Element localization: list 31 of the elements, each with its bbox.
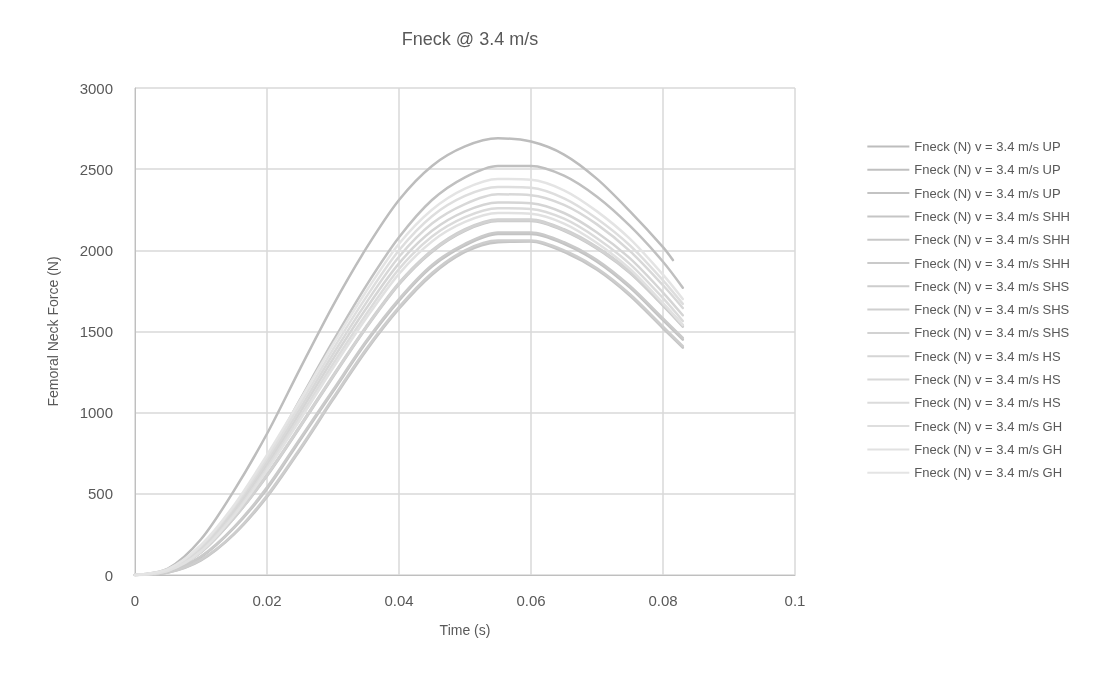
x-tick-label: 0.08 <box>648 592 678 609</box>
y-axis-title: Femoral Neck Force (N) <box>45 256 61 407</box>
legend-label: Fneck (N) v = 3.4 m/s HS <box>914 372 1061 387</box>
y-tick-label: 1500 <box>79 323 113 340</box>
legend-label: Fneck (N) v = 3.4 m/s GH <box>914 418 1063 434</box>
y-tick-label: 1000 <box>79 404 113 422</box>
chart-title: Fneck @ 3.4 m/s <box>401 29 539 49</box>
legend-label: Fneck (N) v = 3.4 m/s SHH <box>914 232 1070 248</box>
legend-label: Fneck (N) v = 3.4 m/s SHS <box>914 278 1070 294</box>
legend-label: Fneck (N) v = 3.4 m/s UP <box>914 162 1061 178</box>
x-tick-label: 0 <box>130 592 140 609</box>
legend-label: Fneck (N) v = 3.4 m/s SHH <box>914 255 1070 271</box>
x-tick-label: 0.06 <box>516 592 546 609</box>
y-tick-label: 500 <box>87 485 113 503</box>
legend-label: Fneck (N) v = 3.4 m/s GH <box>914 465 1063 481</box>
legend-label: Fneck (N) v = 3.4 m/s HS <box>914 348 1061 364</box>
y-tick-label: 3000 <box>79 79 113 97</box>
y-tick-label: 2000 <box>79 241 113 259</box>
legend-label: Fneck (N) v = 3.4 m/s SHH <box>914 208 1070 224</box>
y-tick-label: 0 <box>104 566 113 584</box>
legend-label: Fneck (N) v = 3.4 m/s HS <box>914 395 1061 411</box>
legend-label: Fneck (N) v = 3.4 m/s SHS <box>914 325 1070 341</box>
x-axis-title: Time (s) <box>439 622 491 638</box>
x-tick-label: 0.02 <box>252 592 282 609</box>
legend-label: Fneck (N) v = 3.4 m/s UP <box>914 139 1061 154</box>
legend-label: Fneck (N) v = 3.4 m/s UP <box>914 185 1061 201</box>
x-tick-label: 0.04 <box>384 592 414 609</box>
y-tick-label: 2500 <box>79 160 113 178</box>
x-tick-label: 0.1 <box>784 592 806 609</box>
legend-label: Fneck (N) v = 3.4 m/s SHS <box>914 302 1070 318</box>
legend-label: Fneck (N) v = 3.4 m/s GH <box>914 441 1063 457</box>
